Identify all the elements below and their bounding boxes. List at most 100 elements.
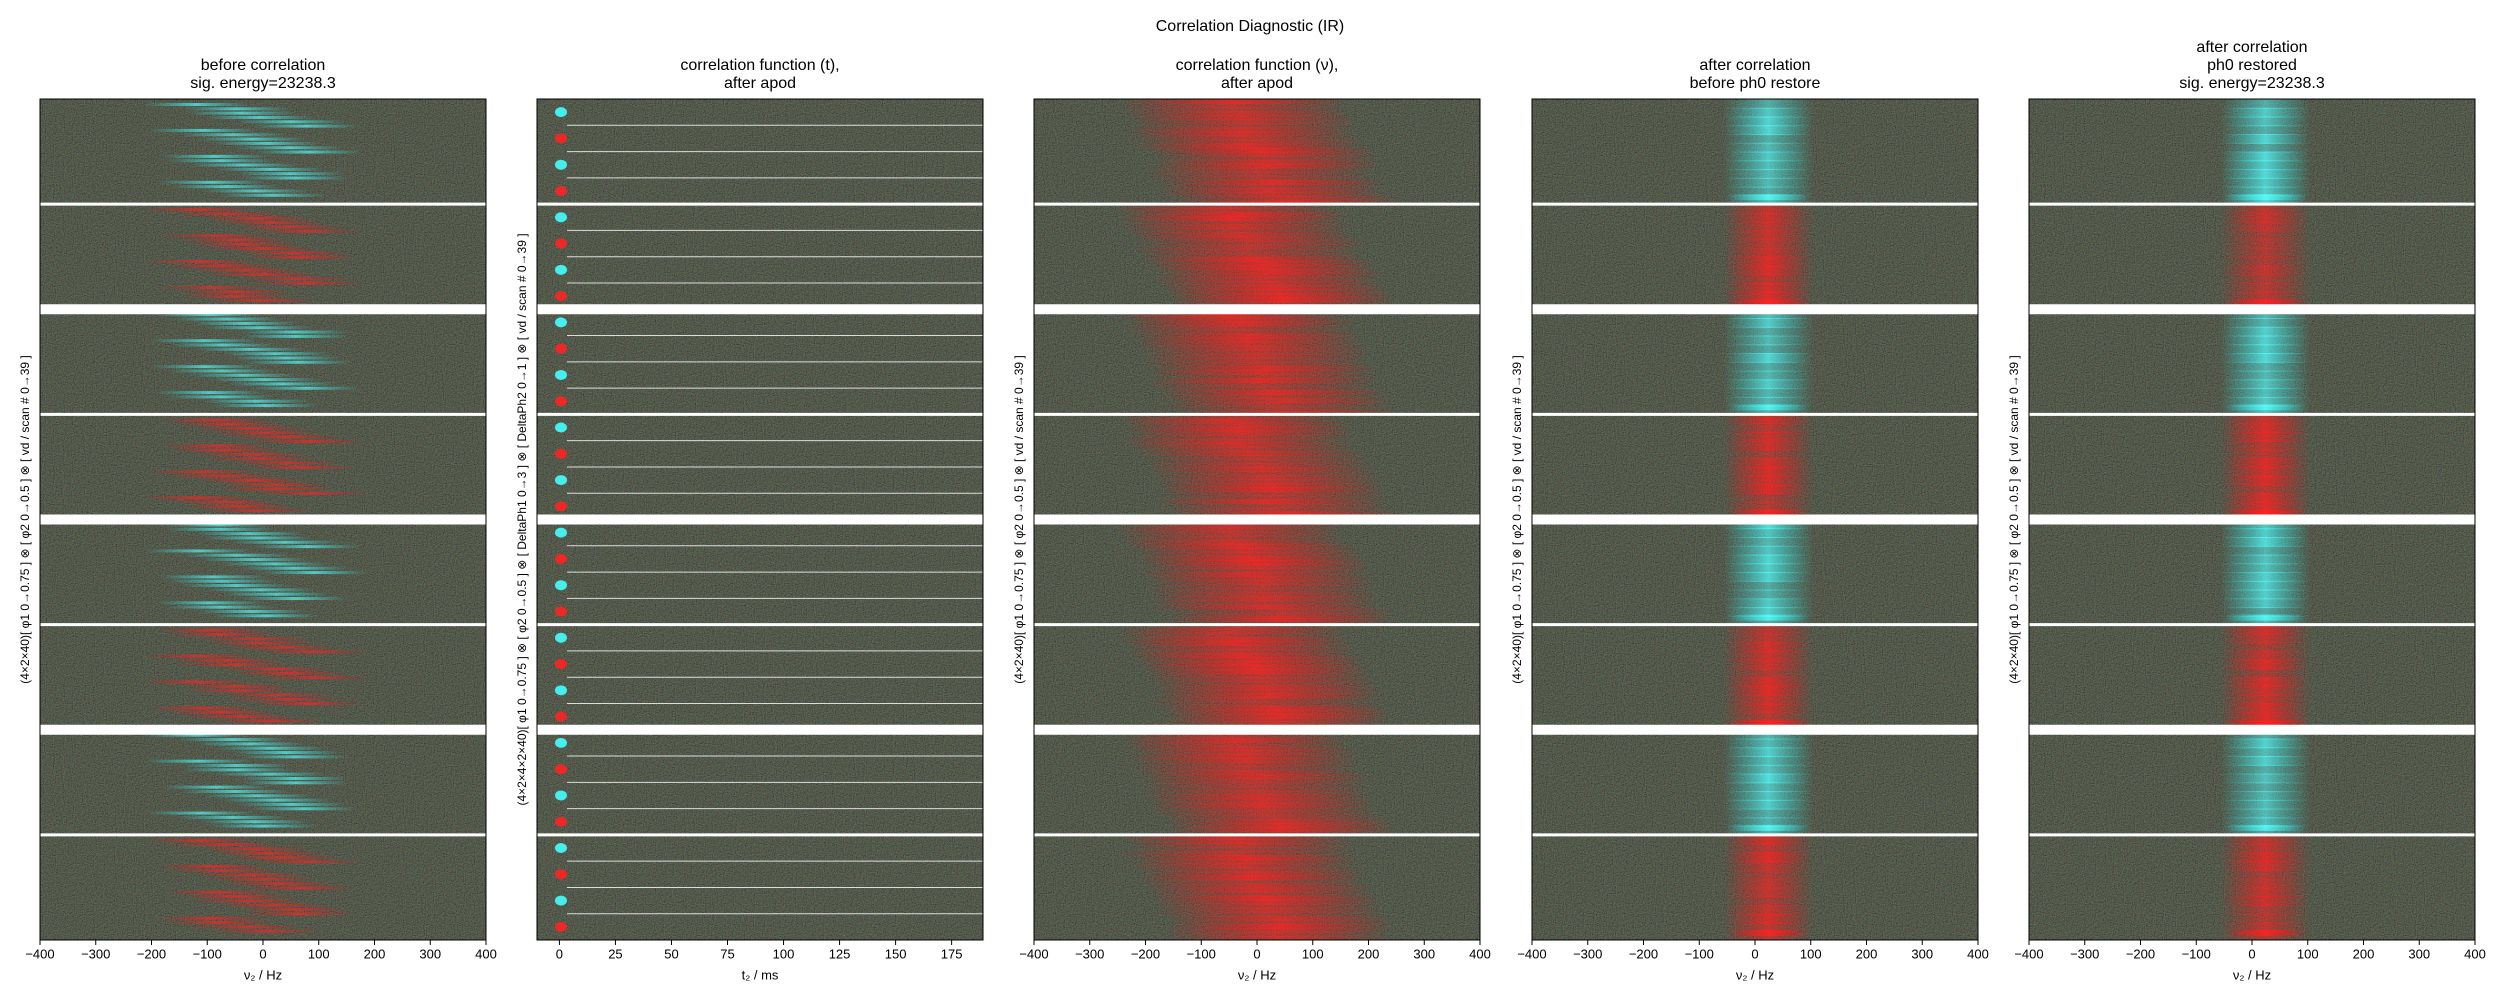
signal-streak <box>1145 588 1369 594</box>
block-separator <box>1034 724 1480 735</box>
x-tick-label: −100 <box>1187 946 1216 961</box>
signal-streak <box>233 697 341 701</box>
panel-title: correlation function (ν), after apod <box>1175 57 1339 92</box>
signal-band-edge <box>2225 194 2306 201</box>
signal-band <box>1723 449 1813 460</box>
signal-streak <box>1137 547 1361 553</box>
block-separator <box>1532 202 1978 206</box>
signal-streak <box>1155 685 1379 691</box>
signal-streak <box>203 794 312 798</box>
signal-dot <box>555 107 567 118</box>
signal-band <box>1723 151 1813 162</box>
signal-streak <box>162 785 270 789</box>
signal-streak <box>1152 596 1376 602</box>
signal-streak <box>241 781 349 785</box>
signal-streak <box>1146 673 1370 679</box>
x-tick-label: 0 <box>1253 946 1260 961</box>
signal-streak <box>236 172 344 176</box>
block-separator <box>2029 202 2475 206</box>
signal-streak <box>254 150 362 154</box>
signal-streak <box>1146 462 1370 468</box>
signal-streak <box>217 746 325 750</box>
signal-band <box>1723 869 1813 880</box>
figure-title: Correlation Diagnostic (IR) <box>1155 18 1345 35</box>
signal-streak <box>235 671 343 675</box>
signal-band <box>1723 107 1813 118</box>
signal-band <box>2220 274 2310 284</box>
signal-band <box>1723 125 1813 136</box>
signal-band-edge <box>2225 719 2306 726</box>
x-tick-label: −400 <box>2014 946 2043 961</box>
x-tick-label: −400 <box>1517 946 1546 961</box>
signal-streak <box>1156 386 1380 392</box>
signal-streak <box>1140 256 1364 262</box>
signal-streak <box>1152 701 1376 707</box>
signal-streak <box>1120 523 1344 529</box>
block-separator <box>2029 724 2475 735</box>
signal-streak <box>1135 855 1359 861</box>
signal-streak <box>1176 196 1400 202</box>
signal-band <box>2220 826 2310 836</box>
signal-streak <box>188 111 296 115</box>
signal-streak <box>1142 871 1366 877</box>
signal-streak <box>1164 709 1388 715</box>
signal-band <box>2220 887 2310 898</box>
block-separator <box>1532 304 1978 315</box>
x-axis-label: ν₂ / Hz <box>1238 967 1276 982</box>
signal-band <box>1723 160 1813 171</box>
signal-streak <box>162 234 270 238</box>
signal-streak <box>1129 232 1353 238</box>
signal-streak <box>148 706 256 710</box>
signal-streak <box>1133 143 1357 149</box>
signal-streak <box>195 427 304 431</box>
signal-streak <box>261 676 369 680</box>
signal-streak <box>1130 434 1354 440</box>
signal-streak <box>1131 842 1355 849</box>
x-tick-label: −300 <box>1573 946 1602 961</box>
signal-band <box>2220 896 2310 906</box>
signal-streak <box>1157 899 1381 905</box>
signal-streak <box>202 216 310 220</box>
signal-streak <box>1152 260 1376 266</box>
signal-streak <box>1147 697 1371 703</box>
signal-streak <box>145 208 253 212</box>
signal-streak <box>1164 491 1388 497</box>
signal-streak <box>1124 531 1348 537</box>
signal-streak <box>156 391 264 395</box>
signal-band <box>1723 817 1813 828</box>
signal-streak <box>1172 297 1396 303</box>
signal-streak <box>241 176 349 180</box>
signal-dot <box>555 921 567 932</box>
signal-band <box>1723 414 1813 425</box>
signal-streak <box>191 268 299 272</box>
signal-streak <box>239 251 347 255</box>
signal-streak <box>234 461 342 465</box>
signal-band <box>2220 370 2310 381</box>
signal-streak <box>250 807 358 811</box>
signal-band <box>2220 537 2310 547</box>
signal-streak <box>1128 652 1352 658</box>
signal-band <box>1723 756 1813 766</box>
signal-band <box>1723 624 1813 635</box>
signal-band-edge <box>1728 404 1809 411</box>
signal-streak <box>202 189 310 193</box>
signal-band <box>1723 878 1813 889</box>
signal-band <box>1723 607 1813 617</box>
signal-streak <box>145 654 253 658</box>
signal-streak <box>1153 810 1377 816</box>
signal-band <box>1723 379 1813 390</box>
signal-streak <box>186 715 294 719</box>
signal-streak <box>1123 414 1347 420</box>
signal-streak <box>1130 422 1354 428</box>
signal-dot <box>555 343 567 354</box>
signal-band <box>2220 861 2310 871</box>
signal-streak <box>1152 151 1376 157</box>
signal-streak <box>1142 139 1366 145</box>
signal-streak <box>1136 236 1360 242</box>
panel-title: after correlation ph0 restored sig. ener… <box>2179 39 2325 92</box>
signal-dot <box>555 396 567 407</box>
signal-band <box>1723 598 1813 609</box>
x-tick-label: 200 <box>2353 946 2375 961</box>
signal-band <box>1723 99 1813 109</box>
x-tick-label: 400 <box>1967 946 1989 961</box>
